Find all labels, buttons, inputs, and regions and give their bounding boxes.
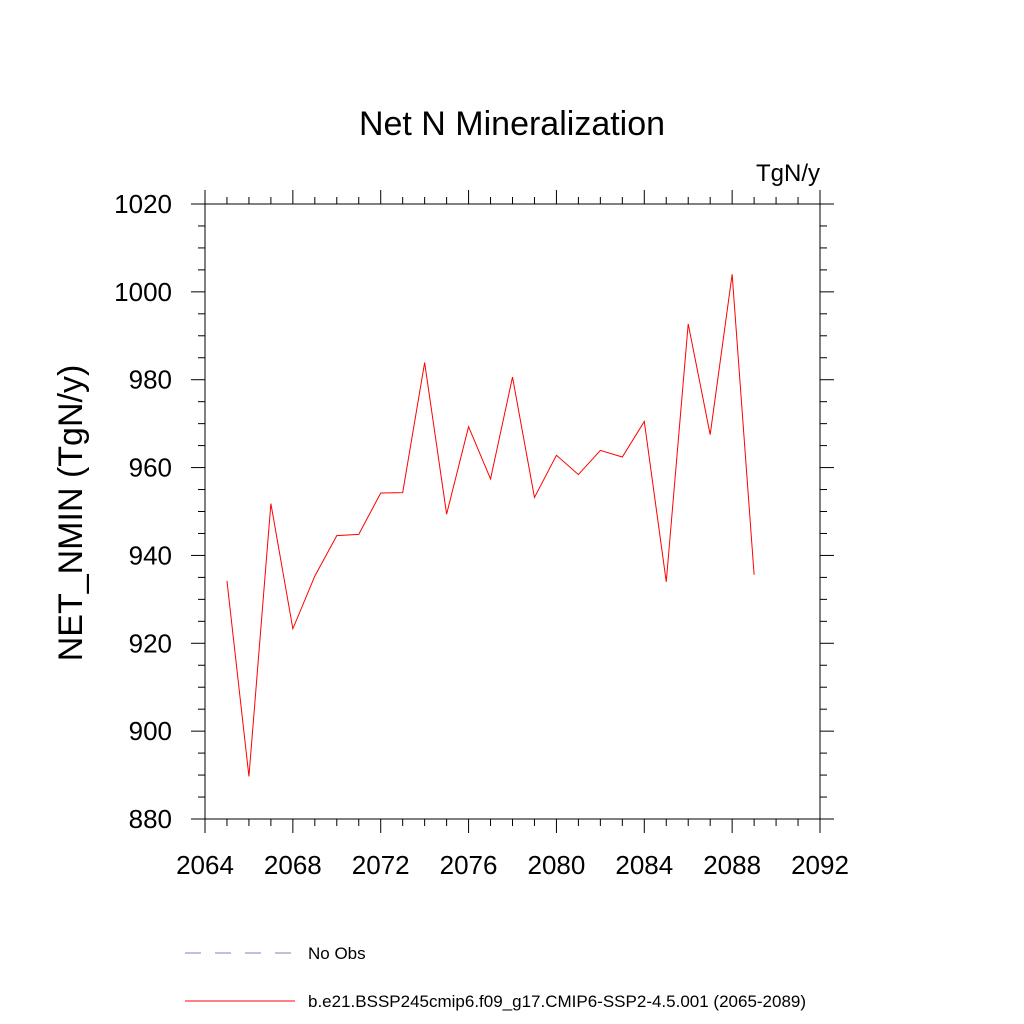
y-tick-label: 900 — [129, 716, 172, 746]
axis-ticks — [191, 190, 834, 833]
y-tick-label: 980 — [129, 365, 172, 395]
data-series — [226, 274, 755, 777]
x-tick-label: 2072 — [352, 850, 410, 880]
legend-label-series: b.e21.BSSP245cmip6.f09_g17.CMIP6-SSP2-4.… — [308, 992, 806, 1011]
x-tick-label: 2076 — [440, 850, 498, 880]
y-tick-label: 1000 — [114, 277, 172, 307]
y-tick-label: 920 — [129, 628, 172, 658]
y-tick-label: 880 — [129, 804, 172, 834]
series-line-0 — [226, 274, 755, 777]
chart-title: Net N Mineralization — [359, 105, 665, 143]
x-tick-label: 2064 — [176, 850, 234, 880]
legend: No Obs b.e21.BSSP245cmip6.f09_g17.CMIP6-… — [185, 944, 806, 1011]
x-tick-label: 2080 — [528, 850, 586, 880]
y-axis-label: NET_NMIN (TgN/y) — [52, 365, 90, 662]
y-tick-label: 960 — [129, 453, 172, 483]
units-label: TgN/y — [756, 160, 820, 187]
x-tick-label: 2092 — [791, 850, 849, 880]
y-tick-label: 1020 — [114, 189, 172, 219]
x-tick-label: 2084 — [615, 850, 673, 880]
plot-frame — [204, 203, 821, 820]
legend-label-no-obs: No Obs — [308, 944, 366, 963]
x-tick-labels: 2064 2068 2072 2076 2080 2084 2088 2092 — [176, 850, 849, 880]
x-tick-label: 2068 — [264, 850, 322, 880]
x-tick-label: 2088 — [703, 850, 761, 880]
y-tick-label: 940 — [129, 540, 172, 570]
y-tick-labels: 880 900 920 940 960 980 1000 1020 — [114, 189, 172, 834]
